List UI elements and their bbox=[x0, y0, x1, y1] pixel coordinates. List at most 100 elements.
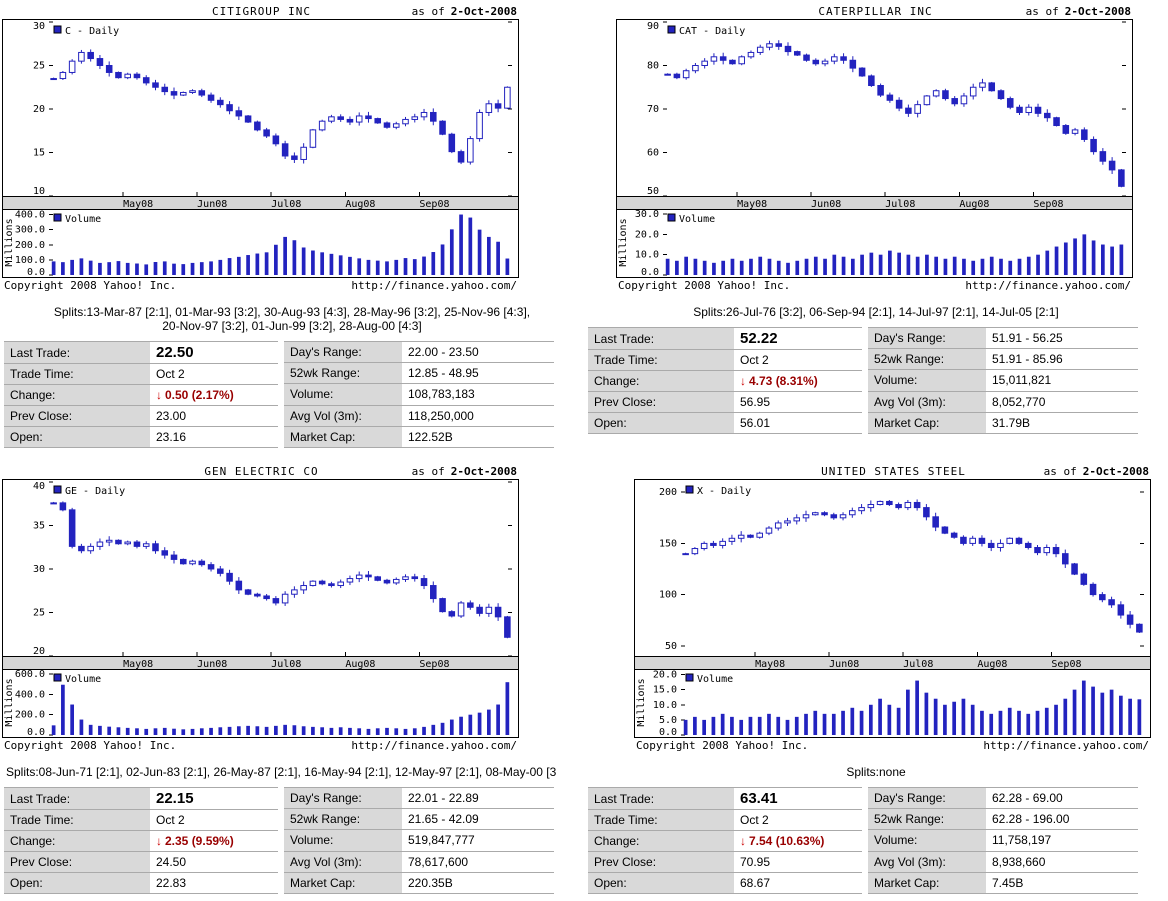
volume-bar bbox=[412, 259, 417, 275]
quote-row: Avg Vol (3m): 78,617,600 bbox=[284, 851, 554, 873]
quote-label: Change: bbox=[4, 384, 150, 406]
quote-value: 15,011,821 bbox=[986, 369, 1138, 392]
volume-bar bbox=[1063, 242, 1068, 275]
candle bbox=[254, 121, 261, 131]
volume-bar bbox=[795, 260, 800, 275]
quote-label: Trade Time: bbox=[588, 809, 734, 831]
volume-bar bbox=[878, 254, 883, 275]
candle bbox=[328, 116, 335, 122]
price-axis-label: 90 bbox=[647, 21, 659, 32]
volume-bar bbox=[934, 256, 939, 275]
candle bbox=[328, 583, 335, 587]
candle bbox=[374, 576, 382, 581]
candle bbox=[392, 123, 400, 128]
volume-bar bbox=[199, 262, 204, 275]
quote-value: 70.95 bbox=[734, 851, 862, 873]
candle bbox=[923, 507, 930, 518]
volume-bar bbox=[274, 725, 278, 735]
quote-value: 52.22 bbox=[734, 327, 862, 350]
candle bbox=[504, 86, 511, 109]
stock-panel-caterpillar: CATERPILLAR INC as of 2-Oct-2008 50 60 70 80… bbox=[584, 0, 1168, 460]
candle bbox=[700, 542, 708, 550]
volume-bar bbox=[51, 725, 56, 735]
candle bbox=[217, 568, 224, 574]
volume-bar bbox=[385, 727, 389, 735]
quote-row: Market Cap: 220.35B bbox=[284, 872, 554, 895]
chart-asof: as of 2-Oct-2008 bbox=[1044, 464, 1149, 479]
volume-bar bbox=[468, 714, 473, 735]
volume-bar bbox=[1063, 698, 1068, 735]
candle bbox=[701, 60, 708, 67]
volume-axis-label: 10.0 bbox=[653, 700, 677, 711]
quote-value: 62.28 - 69.00 bbox=[986, 787, 1138, 810]
volume-bar bbox=[1026, 256, 1031, 275]
volume-bar bbox=[989, 713, 994, 735]
candle bbox=[1099, 594, 1106, 601]
quote-value: 118,250,000 bbox=[402, 405, 554, 427]
quote-tables: Last Trade: 22.15 Trade Time: Oct 2 Change: ↓… bbox=[2, 787, 582, 895]
candle bbox=[830, 514, 838, 519]
volume-bar bbox=[144, 728, 149, 735]
month-label: Aug08 bbox=[345, 199, 375, 210]
candle bbox=[467, 602, 474, 608]
volume-unit-label: Millions bbox=[4, 678, 15, 726]
candle bbox=[719, 540, 726, 546]
quote-row: Volume: 15,011,821 bbox=[868, 369, 1138, 392]
candle bbox=[728, 537, 736, 542]
month-band bbox=[3, 196, 518, 210]
candle bbox=[133, 541, 141, 547]
volume-bar bbox=[739, 719, 744, 735]
candle bbox=[747, 534, 754, 538]
candle bbox=[747, 51, 755, 58]
price-axis-label: 25 bbox=[33, 61, 45, 72]
chart-title: UNITED STATES STEEL bbox=[821, 465, 966, 478]
quote-row: Volume: 519,847,777 bbox=[284, 829, 554, 852]
month-label: Jul08 bbox=[271, 659, 301, 670]
volume-bar bbox=[486, 709, 491, 735]
price-axis-label: 50 bbox=[665, 641, 677, 652]
volume-axis-label: 10.0 bbox=[635, 250, 659, 261]
volume-bar bbox=[1128, 698, 1132, 735]
quote-value: ↓ 0.50 (2.17%) bbox=[150, 384, 278, 406]
month-label: Jul08 bbox=[885, 199, 915, 210]
quote-value: 122.52B bbox=[402, 426, 554, 449]
price-legend-label: X - Daily bbox=[697, 486, 751, 497]
asof-label: as of bbox=[1025, 5, 1059, 18]
quote-row: Market Cap: 31.79B bbox=[868, 412, 1138, 435]
quote-label: Day's Range: bbox=[284, 341, 402, 364]
volume-bar bbox=[1100, 692, 1105, 735]
volume-bars bbox=[51, 682, 510, 735]
candle bbox=[161, 550, 169, 556]
price-volume-chart: 20 25 30 35 40 May08 Jun08 Jul08 Aug08 Sep08 0.0 20… bbox=[3, 480, 518, 737]
candle bbox=[504, 616, 511, 638]
quote-right-table: Day's Range: 62.28 - 69.00 52wk Range: 62.2… bbox=[868, 787, 1138, 895]
volume-axis-label: 20.0 bbox=[635, 229, 659, 240]
quote-value: Oct 2 bbox=[150, 809, 278, 831]
quote-label: 52wk Range: bbox=[284, 808, 402, 831]
quote-label: Volume: bbox=[284, 383, 402, 406]
stock-chart: CITIGROUP INC as of 2-Oct-2008 10 15 20 25 30… bbox=[2, 4, 521, 293]
quote-label: Avg Vol (3m): bbox=[284, 405, 402, 427]
volume-bar bbox=[125, 262, 130, 275]
candle bbox=[858, 67, 866, 77]
volume-bar bbox=[292, 725, 297, 735]
candle bbox=[950, 532, 958, 538]
quote-label: 52wk Range: bbox=[868, 348, 986, 371]
candle bbox=[68, 60, 76, 73]
volume-bar bbox=[1073, 238, 1077, 275]
volume-bar bbox=[822, 713, 827, 735]
volume-bar bbox=[1008, 260, 1013, 275]
chart-title: CITIGROUP INC bbox=[211, 5, 312, 18]
volume-bar bbox=[915, 680, 919, 735]
quote-row: Prev Close: 56.95 bbox=[588, 391, 862, 413]
quote-value: 24.50 bbox=[150, 851, 278, 873]
volume-bar bbox=[776, 260, 781, 275]
volume-bar bbox=[970, 704, 975, 735]
volume-bar bbox=[1044, 707, 1049, 735]
candle bbox=[932, 516, 939, 528]
month-label: Jun08 bbox=[811, 199, 841, 210]
quote-label: Last Trade: bbox=[4, 787, 150, 810]
candle bbox=[355, 115, 363, 123]
quote-value: 62.28 - 196.00 bbox=[986, 808, 1138, 831]
volume-bar bbox=[79, 258, 84, 275]
